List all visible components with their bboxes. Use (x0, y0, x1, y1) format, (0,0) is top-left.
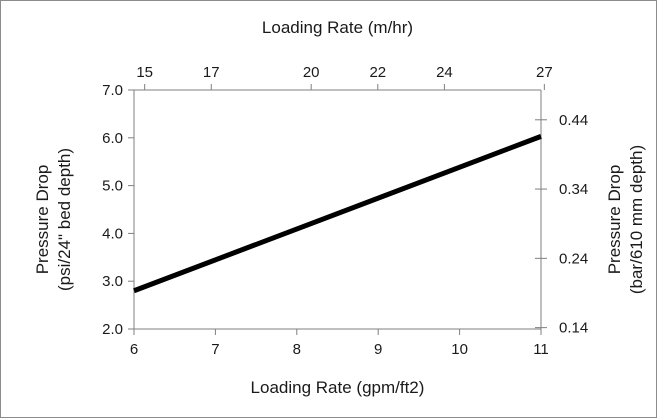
labels: 6 7 8 9 10 11 2.0 3.0 4.0 5.0 6.0 7.0 15 17 20 22 24 27 0.… (33, 18, 646, 397)
x-tick-label: 11 (533, 341, 549, 358)
x2-tick-label: 27 (536, 64, 553, 81)
plot-area (133, 134, 542, 294)
y-axis-title-line: Pressure Drop (33, 165, 52, 275)
x2-tick-label: 15 (136, 64, 153, 81)
y2-tick-label: 0.34 (559, 181, 588, 198)
y2-axis-title-line: (bar/610 mm depth) (627, 145, 646, 294)
y-tick-label: 4.0 (102, 225, 123, 242)
y-tick-label: 3.0 (102, 273, 123, 290)
x2-tick-label: 17 (203, 64, 220, 81)
y-tick-label: 6.0 (102, 130, 123, 147)
y-tick-label: 7.0 (102, 82, 123, 99)
x2-tick-label: 20 (303, 64, 320, 81)
series-line (133, 134, 542, 294)
x2-tick-label: 22 (369, 64, 386, 81)
x-tick-label: 8 (293, 341, 301, 358)
x2-tick-label: 24 (436, 64, 453, 81)
x-tick-label: 6 (130, 341, 138, 358)
y-tick-label: 5.0 (102, 178, 123, 195)
y2-axis-title-line: Pressure Drop (605, 165, 624, 275)
x-tick-label: 10 (451, 341, 468, 358)
y-tick-label: 2.0 (102, 321, 123, 338)
x-axis-title: Loading Rate (gpm/ft2) (251, 378, 425, 397)
axes (128, 84, 547, 335)
x2-axis-title: Loading Rate (m/hr) (262, 18, 413, 37)
y2-axis-title: Pressure Drop (bar/610 mm depth) (605, 145, 646, 294)
y-axis-title-line: (psi/24" bed depth) (55, 148, 74, 291)
y2-tick-label: 0.14 (559, 320, 588, 337)
x-tick-label: 7 (211, 341, 219, 358)
y2-tick-label: 0.44 (559, 112, 588, 129)
y-axis-title: Pressure Drop (psi/24" bed depth) (33, 148, 74, 291)
x-tick-label: 9 (374, 341, 382, 358)
y2-tick-label: 0.24 (559, 250, 588, 267)
